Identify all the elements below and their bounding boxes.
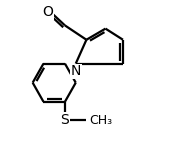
- Text: O: O: [42, 5, 53, 19]
- Text: CH₃: CH₃: [90, 114, 113, 127]
- Text: N: N: [71, 64, 81, 78]
- Text: S: S: [61, 113, 69, 127]
